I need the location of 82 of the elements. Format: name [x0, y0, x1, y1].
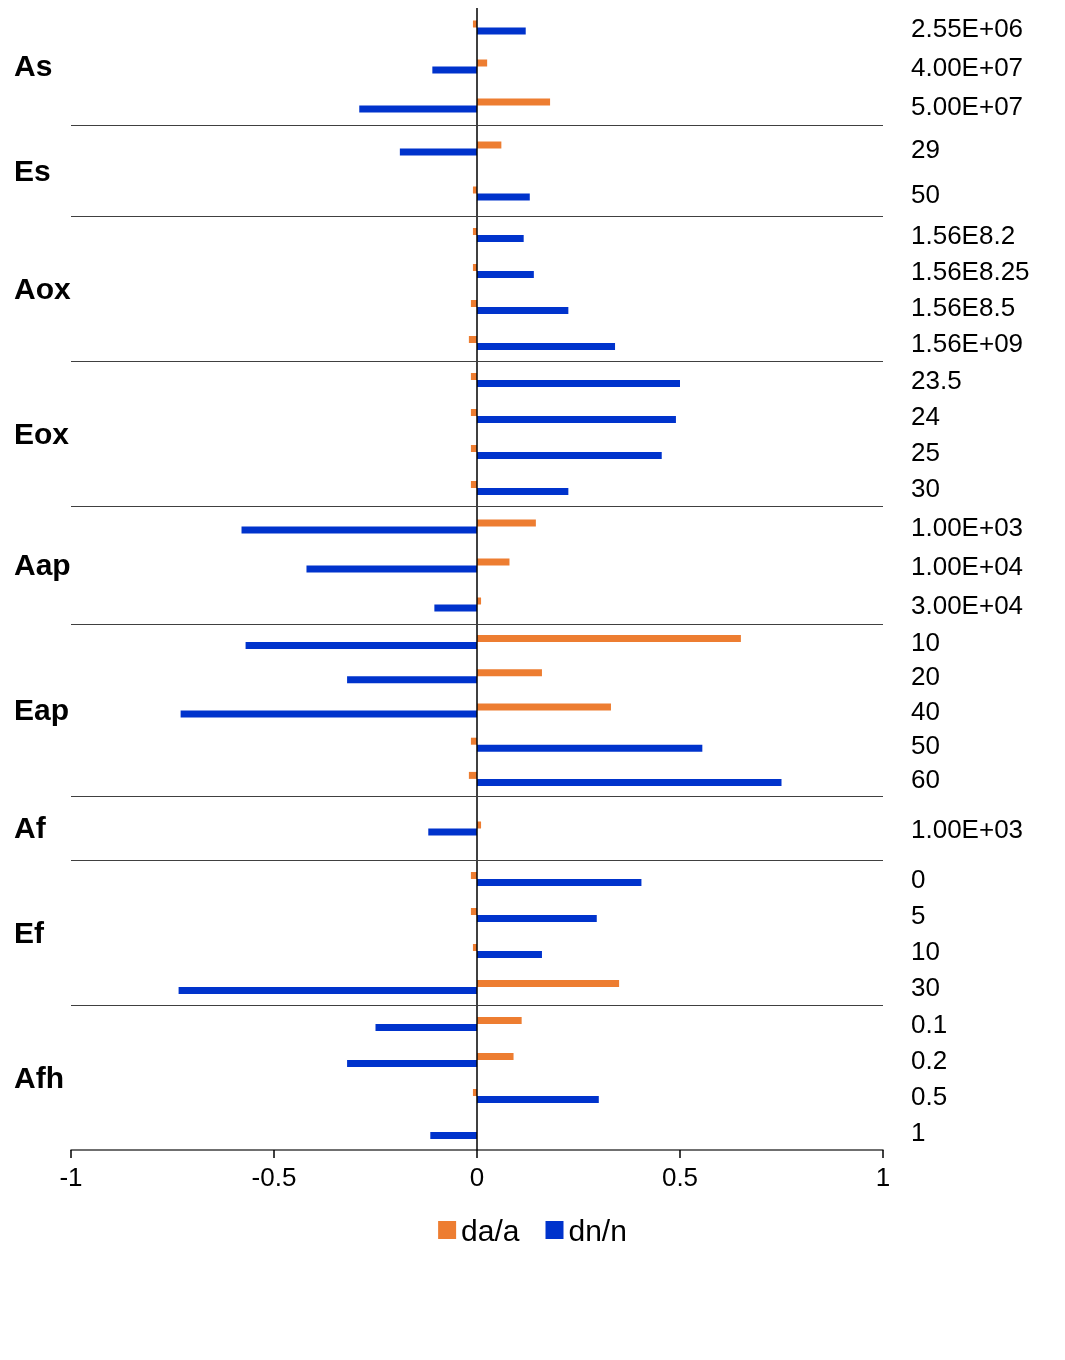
bar	[375, 1024, 477, 1031]
x-tick-label: 0	[469, 1162, 485, 1192]
legend-label: da/a	[461, 1213, 520, 1247]
y-tick-label: 1.56E8.5	[911, 292, 1016, 322]
bar	[477, 1017, 522, 1024]
y-tick-label: 24	[911, 401, 940, 431]
x-tick-label: -1	[59, 1162, 83, 1192]
bar	[477, 98, 551, 106]
y-tick-label: 10	[911, 627, 940, 658]
bar	[477, 416, 676, 423]
bar	[477, 703, 611, 711]
y-tick-label: 0.2	[911, 1045, 948, 1075]
y-tick-label: 40	[911, 695, 940, 726]
y-axis-title: Afh	[14, 1060, 64, 1094]
bar	[477, 879, 642, 886]
x-tick-label: -0.5	[251, 1162, 297, 1192]
bar	[430, 1132, 477, 1139]
y-axis-title: As	[14, 49, 53, 82]
bar	[477, 980, 620, 987]
bar	[477, 635, 741, 643]
y-tick-label: 1.56E+09	[911, 328, 1024, 358]
bar	[477, 519, 536, 527]
bar	[477, 558, 510, 566]
y-tick-label: 10	[911, 936, 940, 966]
bar	[347, 676, 477, 684]
y-tick-label: 1.56E8.2	[911, 220, 1016, 250]
x-tick-label: 1	[875, 1162, 891, 1192]
y-tick-label: 50	[911, 178, 940, 209]
y-axis-title: Af	[14, 811, 47, 844]
bar	[477, 778, 782, 786]
y-tick-label: 1.00E+03	[911, 813, 1024, 844]
bar	[306, 565, 477, 573]
y-axis-title: Es	[14, 153, 51, 187]
bar	[477, 915, 597, 922]
y-tick-label: 1.56E8.25	[911, 256, 1030, 286]
bar	[434, 604, 477, 612]
bar	[477, 669, 542, 677]
bar	[477, 951, 542, 958]
bar	[178, 987, 477, 994]
y-tick-label: 60	[911, 763, 940, 794]
y-tick-label: 3.00E+04	[911, 589, 1024, 620]
bar	[477, 271, 534, 278]
y-tick-label: 29	[911, 133, 940, 164]
y-tick-label: 0.1	[911, 1009, 948, 1039]
x-tick-label: 0.5	[661, 1162, 699, 1192]
bar	[477, 488, 569, 495]
bar	[477, 380, 680, 387]
bar	[477, 1053, 514, 1060]
bar	[477, 452, 662, 459]
legend-label: dn/n	[568, 1213, 627, 1247]
y-tick-label: 1.00E+03	[911, 511, 1024, 542]
y-axis-title: Aox	[14, 271, 71, 305]
y-tick-label: 25	[911, 437, 940, 467]
y-tick-label: 1	[911, 1117, 926, 1147]
bar	[477, 307, 569, 314]
bar	[245, 642, 477, 650]
y-tick-label: 50	[911, 729, 940, 760]
y-tick-label: 23.5	[911, 365, 962, 395]
bar	[180, 710, 477, 718]
y-axis-title: Eox	[14, 416, 70, 450]
y-tick-label: 4.00E+07	[911, 51, 1024, 82]
y-tick-label: 30	[911, 473, 940, 503]
bar	[477, 343, 616, 350]
y-axis-title: Ef	[14, 915, 46, 949]
y-tick-label: 2.55E+06	[911, 12, 1024, 43]
y-tick-label: 30	[911, 972, 940, 1002]
bar	[347, 1060, 477, 1067]
y-tick-label: 5	[911, 900, 926, 930]
y-tick-label: 1.00E+04	[911, 550, 1024, 581]
bar	[477, 235, 524, 242]
y-tick-label: 5.00E+07	[911, 90, 1024, 121]
y-axis-title: Aap	[14, 548, 71, 581]
bar	[477, 1096, 599, 1103]
y-tick-label: 0	[911, 864, 926, 894]
y-axis-title: Eap	[14, 693, 70, 726]
bar	[477, 27, 526, 35]
bar	[359, 105, 477, 113]
bar	[241, 526, 477, 534]
y-tick-label: 20	[911, 661, 940, 692]
y-tick-label: 0.5	[911, 1081, 948, 1111]
bar	[477, 744, 703, 752]
bar	[432, 66, 477, 74]
